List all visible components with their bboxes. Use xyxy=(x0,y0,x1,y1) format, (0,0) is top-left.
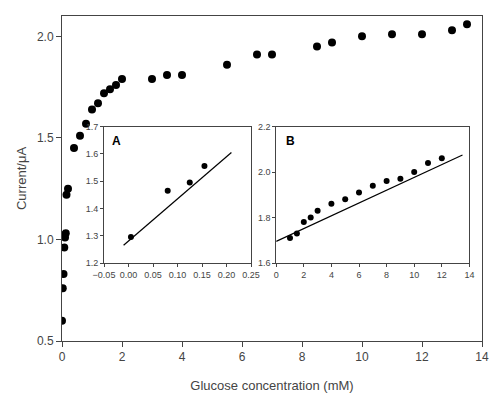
svg-text:2.0: 2.0 xyxy=(258,167,271,177)
svg-text:0: 0 xyxy=(274,270,279,280)
svg-text:0.00: 0.00 xyxy=(120,270,138,280)
svg-text:4: 4 xyxy=(329,270,334,280)
svg-text:1.0: 1.0 xyxy=(37,233,54,247)
svg-text:0.25: 0.25 xyxy=(242,270,260,280)
svg-text:2: 2 xyxy=(301,270,306,280)
svg-text:10: 10 xyxy=(409,270,419,280)
svg-text:1.6: 1.6 xyxy=(258,258,271,268)
svg-text:−0.05: −0.05 xyxy=(93,270,116,280)
svg-text:14: 14 xyxy=(464,270,474,280)
svg-text:6: 6 xyxy=(239,350,246,364)
svg-text:0.10: 0.10 xyxy=(169,270,187,280)
svg-text:2.0: 2.0 xyxy=(37,30,54,44)
svg-text:1.5: 1.5 xyxy=(37,131,54,145)
svg-text:1.7: 1.7 xyxy=(86,122,99,132)
svg-text:14: 14 xyxy=(475,350,489,364)
svg-text:8: 8 xyxy=(299,350,306,364)
svg-text:12: 12 xyxy=(437,270,447,280)
svg-text:1.6: 1.6 xyxy=(86,149,99,159)
svg-text:12: 12 xyxy=(415,350,429,364)
svg-text:8: 8 xyxy=(384,270,389,280)
svg-text:1.5: 1.5 xyxy=(86,176,99,186)
svg-text:0.15: 0.15 xyxy=(193,270,211,280)
svg-text:4: 4 xyxy=(179,350,186,364)
svg-text:2: 2 xyxy=(119,350,126,364)
svg-text:1.2: 1.2 xyxy=(86,258,99,268)
svg-text:1.8: 1.8 xyxy=(258,213,271,223)
svg-text:0.20: 0.20 xyxy=(218,270,236,280)
svg-text:0.5: 0.5 xyxy=(37,334,54,348)
svg-text:0: 0 xyxy=(59,350,66,364)
svg-text:1.3: 1.3 xyxy=(86,231,99,241)
svg-text:10: 10 xyxy=(355,350,369,364)
svg-text:B: B xyxy=(286,134,295,148)
svg-text:Current/μA: Current/μA xyxy=(14,147,29,210)
svg-text:6: 6 xyxy=(356,270,361,280)
svg-text:1.4: 1.4 xyxy=(86,204,99,214)
svg-text:0.05: 0.05 xyxy=(144,270,162,280)
svg-text:A: A xyxy=(112,134,121,148)
svg-text:Glucose concentration (mM): Glucose concentration (mM) xyxy=(190,378,353,393)
svg-text:2.2: 2.2 xyxy=(258,122,271,132)
